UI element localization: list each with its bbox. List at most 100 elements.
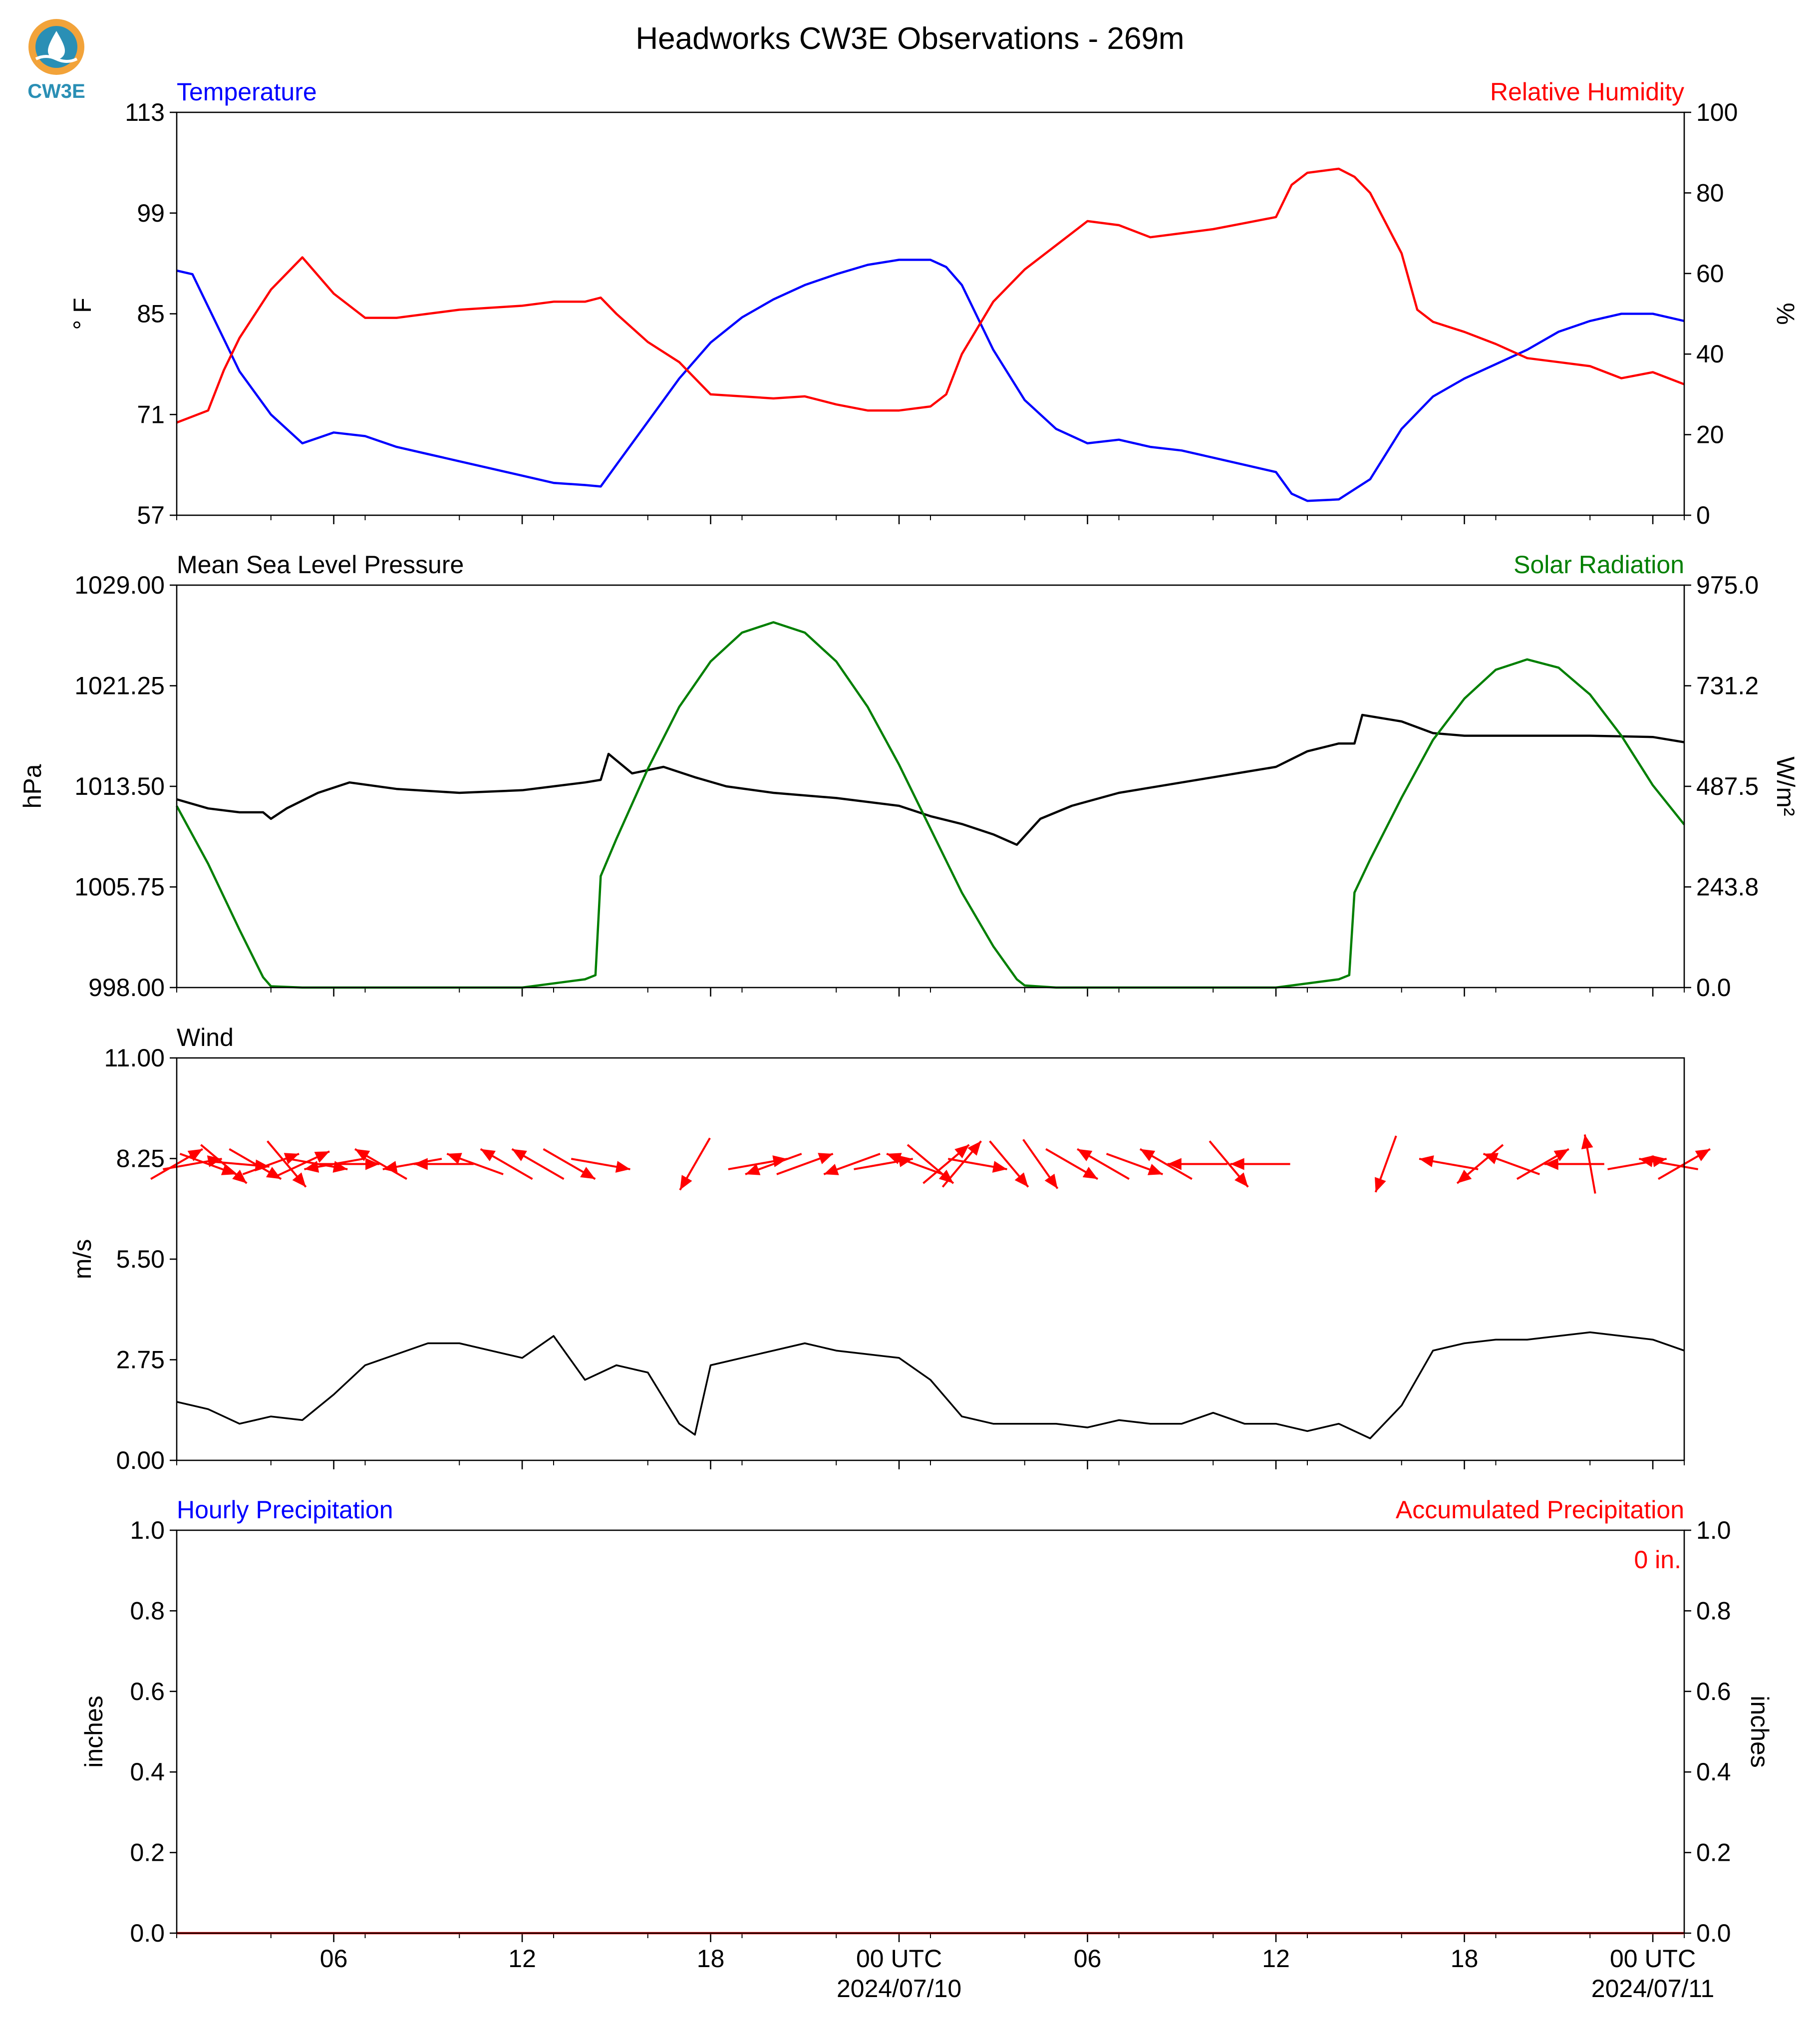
- x-tick-label: 00 UTC: [856, 1945, 942, 1973]
- y2-tick-label: 100: [1696, 98, 1738, 126]
- y2-axis-label: W/m²: [1772, 756, 1800, 816]
- panel-3: Wind 0.00 2.75 5.50 8.25 11.00 m/s: [68, 1023, 1710, 1474]
- x-tick-label: 12: [1262, 1945, 1290, 1973]
- wind-arrow-head: [481, 1149, 496, 1161]
- y-tick-label: 85: [137, 300, 165, 328]
- wind-arrow-head: [992, 1161, 1007, 1173]
- wind-arrow: [824, 1154, 880, 1175]
- wind-arrow: [1419, 1155, 1478, 1169]
- y2-tick-label: 975.0: [1696, 571, 1759, 599]
- series-line-solar-radiation: [177, 622, 1684, 988]
- panel-4: Hourly Precipitation Accumulated Precipit…: [80, 1496, 1774, 2003]
- y-tick-label: 0.6: [130, 1678, 165, 1705]
- series-line-temperature: [177, 260, 1684, 501]
- y-tick-label: 998.00: [88, 974, 165, 1002]
- panel-frame: [177, 1530, 1684, 1933]
- x-tick-sublabel: 2024/07/11: [1591, 1975, 1715, 2003]
- series-line-mean-sea-level-pressure: [177, 715, 1684, 845]
- y2-tick-label: 243.8: [1696, 873, 1759, 901]
- wind-arrow: [887, 1153, 943, 1174]
- wind-arrow-head: [1077, 1149, 1092, 1161]
- y2-tick-label: 0.2: [1696, 1839, 1731, 1867]
- wind-arrow: [383, 1159, 442, 1173]
- cw3e-logo-text: CW3E: [27, 80, 85, 102]
- panel-right-title: Accumulated Precipitation: [1396, 1496, 1684, 1524]
- y2-tick-label: 0.0: [1696, 1919, 1731, 1947]
- panel-left-title: Wind: [177, 1023, 234, 1051]
- y-axis-label: m/s: [68, 1239, 96, 1280]
- y-axis-label: inches: [80, 1695, 108, 1768]
- wind-arrow-head: [414, 1158, 428, 1170]
- y2-tick-label: 0.6: [1696, 1678, 1731, 1705]
- wind-arrow: [543, 1149, 595, 1179]
- y-tick-label: 1005.75: [74, 873, 165, 901]
- y-tick-label: 0.00: [116, 1446, 165, 1474]
- y2-tick-label: 60: [1696, 260, 1724, 288]
- y-tick-label: 2.75: [116, 1346, 165, 1374]
- x-tick-label: 00 UTC: [1610, 1945, 1696, 1973]
- wind-arrow: [319, 1158, 379, 1170]
- wind-arrow-head: [1581, 1134, 1593, 1149]
- y2-tick-label: 0.8: [1696, 1597, 1731, 1625]
- wind-arrow-head: [1375, 1177, 1386, 1192]
- wind-arrow-head: [1140, 1149, 1155, 1161]
- wind-arrow-head: [512, 1149, 527, 1161]
- x-tick-label: 06: [320, 1945, 348, 1973]
- y-tick-label: 11.00: [104, 1044, 165, 1072]
- wind-arrow: [1457, 1145, 1503, 1183]
- wind-arrow-head: [1419, 1155, 1434, 1167]
- panel-left-title: Hourly Precipitation: [177, 1496, 393, 1524]
- wind-arrow-head: [1148, 1164, 1163, 1175]
- wind-arrow: [512, 1149, 564, 1179]
- y-tick-label: 99: [137, 199, 165, 227]
- x-tick-label: 06: [1074, 1945, 1102, 1973]
- wind-arrow-head: [818, 1153, 833, 1164]
- x-tick-label: 18: [697, 1945, 725, 1973]
- wind-arrow-head: [1045, 1174, 1058, 1189]
- series-line-relative-humidity: [177, 169, 1684, 422]
- y2-tick-label: 1.0: [1696, 1516, 1731, 1544]
- accumulated-total-label: 0 in.: [1634, 1546, 1681, 1574]
- panel-frame: [177, 585, 1684, 988]
- wind-arrow: [854, 1155, 913, 1169]
- y2-tick-label: 80: [1696, 179, 1724, 207]
- cw3e-logo: CW3E: [27, 19, 85, 102]
- wind-arrow: [1230, 1158, 1290, 1170]
- y-tick-label: 1.0: [130, 1516, 165, 1544]
- wind-arrow: [1168, 1158, 1227, 1170]
- y-tick-label: 1013.50: [74, 772, 165, 800]
- wind-arrow-head: [615, 1161, 630, 1173]
- panel-left-title: Temperature: [177, 78, 317, 106]
- y-tick-label: 8.25: [116, 1145, 165, 1173]
- figure-title: Headworks CW3E Observations - 269m: [635, 21, 1184, 56]
- y2-tick-label: 0: [1696, 501, 1710, 529]
- series-line-wind-speed: [177, 1333, 1684, 1439]
- wind-arrow-head: [1083, 1167, 1098, 1179]
- wind-arrow-head: [580, 1167, 595, 1179]
- y-tick-label: 0.4: [130, 1758, 165, 1786]
- y-axis-label: ° F: [68, 298, 96, 330]
- y-tick-label: 0.2: [130, 1839, 165, 1867]
- wind-arrow-head: [1639, 1155, 1654, 1167]
- y2-tick-label: 40: [1696, 340, 1724, 368]
- y-tick-label: 5.50: [116, 1245, 165, 1273]
- wind-arrow-head: [680, 1175, 692, 1190]
- y-tick-label: 0.0: [130, 1919, 165, 1947]
- y-tick-label: 71: [137, 400, 165, 428]
- panel-frame: [177, 1058, 1684, 1460]
- wind-arrow: [1544, 1158, 1604, 1170]
- x-tick-label: 18: [1451, 1945, 1479, 1973]
- wind-arrow: [1375, 1136, 1396, 1192]
- y2-tick-label: 731.2: [1696, 672, 1759, 700]
- panel-frame: [177, 112, 1684, 515]
- y-tick-label: 113: [125, 98, 165, 126]
- x-tick-label: 12: [508, 1945, 536, 1973]
- y2-axis-label: %: [1772, 303, 1800, 325]
- y2-tick-label: 0.4: [1696, 1758, 1731, 1786]
- y2-tick-label: 20: [1696, 421, 1724, 449]
- wind-arrow: [680, 1138, 710, 1190]
